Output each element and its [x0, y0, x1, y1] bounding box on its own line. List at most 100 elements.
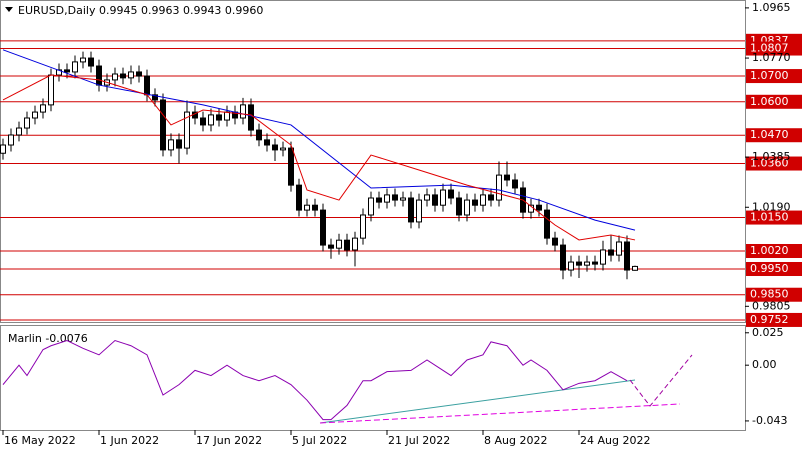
candle-body [48, 74, 54, 106]
candle-body [424, 194, 430, 201]
candle-body [32, 111, 38, 119]
level-label: 1.0150 [750, 211, 789, 224]
candle-body [392, 194, 398, 201]
candle-body [224, 111, 230, 121]
candle-body [336, 239, 342, 249]
y-tick-label: 1.0385 [752, 150, 791, 163]
level-label: 1.0360 [750, 157, 789, 170]
level-label: 1.0600 [750, 95, 789, 108]
level-label-box [746, 69, 802, 84]
candle-body [296, 184, 302, 211]
indicator-panel [0, 325, 746, 431]
candle-body [624, 241, 630, 271]
candle-body [616, 241, 622, 256]
candle-body [160, 99, 166, 151]
candle-body [24, 117, 30, 129]
level-label-box [746, 243, 802, 258]
candle-body [376, 197, 382, 203]
candle-body [552, 237, 558, 246]
candle-body [208, 114, 214, 126]
candle-body [400, 197, 406, 201]
candle-body [632, 265, 638, 271]
candle-body [488, 194, 494, 201]
moving-average [2, 74, 636, 241]
candle-body [248, 104, 254, 131]
candle-body [576, 261, 582, 266]
candle-body [0, 144, 6, 154]
menu-arrow [5, 7, 13, 12]
indicator-title: Marlin -0.0076 [8, 332, 88, 345]
candle-body [320, 209, 326, 246]
level-label: 1.0020 [750, 244, 789, 257]
x-tick-label: 1 Jun 2022 [100, 434, 159, 447]
level-label-box [746, 128, 802, 143]
level-label: 0.9850 [750, 288, 789, 301]
candle-body [272, 144, 278, 151]
candle-body [88, 57, 94, 67]
candle-body [184, 111, 190, 149]
candle-body [176, 139, 182, 149]
candle-body [600, 249, 606, 265]
indicator-line [2, 339, 628, 421]
candle-body [608, 249, 614, 256]
candle-body [352, 237, 358, 251]
level-label: 0.9950 [750, 262, 789, 275]
candle-body [536, 204, 542, 211]
moving-average [2, 49, 636, 231]
candle-body [16, 127, 22, 136]
candle-body [64, 69, 70, 73]
chart-title: EURUSD,Daily 0.9945 0.9963 0.9943 0.9960 [18, 4, 263, 17]
level-label: 1.0807 [750, 42, 789, 55]
candle-body [384, 194, 390, 203]
trend-line [319, 379, 636, 424]
candle-body [440, 189, 446, 206]
candle-body [80, 57, 86, 63]
candle-body [408, 197, 414, 223]
forecast-path [629, 354, 693, 407]
candle-body [96, 65, 102, 86]
candle-body [560, 244, 566, 271]
candle-body [584, 261, 590, 266]
candle-body [312, 204, 318, 211]
level-label: 0.9752 [750, 313, 789, 326]
candle-body [464, 199, 470, 216]
candle-body [112, 73, 118, 81]
candle-body [264, 139, 270, 146]
y-tick-label: 1.0190 [752, 200, 791, 213]
level-label-box [746, 156, 802, 171]
candle-body [304, 204, 310, 211]
level-label: 1.0700 [750, 69, 789, 82]
candle-body [472, 199, 478, 206]
candle-body [360, 214, 366, 239]
candle-body [344, 239, 350, 251]
x-tick-label: 16 May 2022 [4, 434, 76, 447]
candle-body [40, 104, 46, 113]
x-tick-label: 24 Aug 2022 [580, 434, 650, 447]
x-tick-label: 5 Jul 2022 [292, 434, 347, 447]
candle-body [72, 61, 78, 73]
level-label-box [746, 94, 802, 109]
candle-body [280, 147, 286, 151]
level-label-box [746, 262, 802, 277]
candle-body [216, 114, 222, 121]
y-tick-label: -0.043 [752, 414, 787, 427]
x-tick-label: 17 Jun 2022 [196, 434, 262, 447]
candle-body [200, 117, 206, 126]
x-tick-label: 8 Aug 2022 [484, 434, 547, 447]
candle-body [496, 174, 502, 201]
candle-body [8, 134, 14, 146]
candle-body [448, 189, 454, 199]
candle-body [136, 71, 142, 77]
candle-body [504, 174, 510, 181]
candle-body [592, 261, 598, 265]
candle-body [368, 197, 374, 216]
y-tick-label: 0.025 [752, 326, 784, 339]
candle-body [144, 75, 150, 96]
candle-body [256, 129, 262, 141]
candle-body [568, 261, 574, 271]
indicator-trendlines [319, 354, 693, 424]
candle-body [512, 179, 518, 189]
candle-body [120, 73, 126, 79]
y-tick-label: 1.0770 [752, 51, 791, 64]
y-tick-label: 0.00 [752, 358, 777, 371]
